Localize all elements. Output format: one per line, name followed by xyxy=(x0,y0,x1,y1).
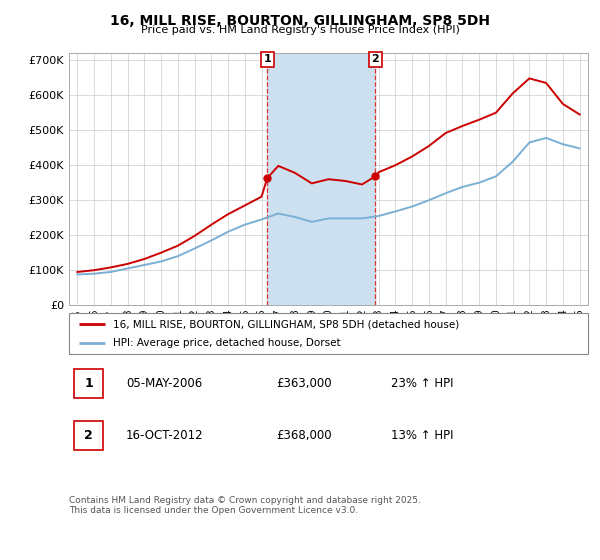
Text: 16, MILL RISE, BOURTON, GILLINGHAM, SP8 5DH: 16, MILL RISE, BOURTON, GILLINGHAM, SP8 … xyxy=(110,14,490,28)
Text: 13% ↑ HPI: 13% ↑ HPI xyxy=(391,428,453,442)
Text: Price paid vs. HM Land Registry's House Price Index (HPI): Price paid vs. HM Land Registry's House … xyxy=(140,25,460,35)
Bar xyxy=(267,53,375,305)
Text: 2: 2 xyxy=(84,428,93,442)
FancyBboxPatch shape xyxy=(74,421,103,450)
Text: 1: 1 xyxy=(263,54,271,64)
Text: 1: 1 xyxy=(84,377,93,390)
Text: £368,000: £368,000 xyxy=(277,428,332,442)
FancyBboxPatch shape xyxy=(74,368,103,398)
Text: 23% ↑ HPI: 23% ↑ HPI xyxy=(391,377,453,390)
Text: Contains HM Land Registry data © Crown copyright and database right 2025.
This d: Contains HM Land Registry data © Crown c… xyxy=(69,496,421,515)
Text: 16-OCT-2012: 16-OCT-2012 xyxy=(126,428,204,442)
Text: £363,000: £363,000 xyxy=(277,377,332,390)
Text: 05-MAY-2006: 05-MAY-2006 xyxy=(126,377,202,390)
Text: 2: 2 xyxy=(371,54,379,64)
Text: 16, MILL RISE, BOURTON, GILLINGHAM, SP8 5DH (detached house): 16, MILL RISE, BOURTON, GILLINGHAM, SP8 … xyxy=(113,319,460,329)
FancyBboxPatch shape xyxy=(69,313,588,354)
Text: HPI: Average price, detached house, Dorset: HPI: Average price, detached house, Dors… xyxy=(113,338,341,348)
